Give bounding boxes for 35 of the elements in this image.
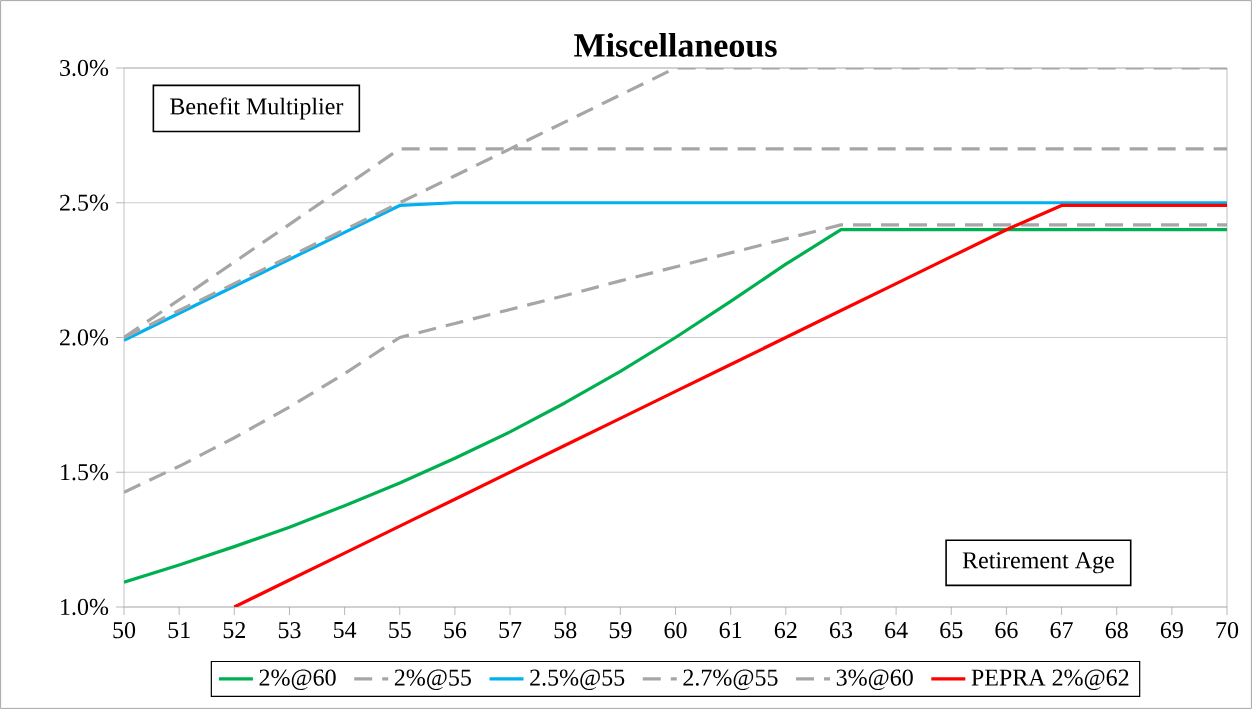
y-axis-title: Benefit Multiplier: [170, 97, 344, 120]
x-tick-label: 57: [499, 622, 522, 639]
x-tick-label: 56: [444, 622, 467, 639]
y-tick-label: 2.5%: [60, 194, 109, 211]
x-tick-label: 60: [664, 622, 687, 639]
y-tick-label: 3.0%: [60, 59, 109, 77]
legend-label: 2%@55: [394, 669, 471, 691]
x-tick-label: 55: [389, 622, 411, 639]
x-tick-label: 50: [113, 622, 136, 639]
legend-label: PEPRA 2%@62: [971, 669, 1129, 691]
x-tick-label: 68: [1105, 622, 1128, 639]
x-tick-label: 54: [334, 622, 357, 639]
y-tick-label: 1.5%: [61, 464, 109, 481]
x-tick-label: 65: [940, 622, 963, 639]
x-axis-title: Retirement Age: [962, 552, 1114, 574]
x-tick-label: 58: [554, 622, 577, 639]
legend-label: 2.5%@55: [530, 669, 625, 691]
x-tick-label: 63: [829, 622, 853, 639]
x-tick-label: 59: [609, 622, 632, 639]
x-tick-label: 70: [1216, 622, 1239, 639]
x-tick-label: 69: [1160, 622, 1183, 639]
x-tick-label: 64: [885, 622, 908, 639]
chart-title: Miscellaneous: [574, 32, 777, 57]
y-tick-label: 2.0%: [60, 329, 109, 346]
x-tick-label: 52: [223, 622, 245, 639]
legend-label: 2.7%@55: [683, 669, 778, 691]
x-tick-label: 67: [1050, 622, 1073, 639]
x-tick-label: 61: [719, 622, 742, 639]
x-tick-label: 66: [995, 622, 1018, 639]
x-tick-label: 53: [278, 622, 301, 639]
legend-label: 3%@60: [836, 669, 913, 691]
legend-label: 2%@60: [259, 669, 336, 691]
y-tick-label: 1.0%: [61, 598, 109, 616]
x-tick-label: 62: [774, 622, 797, 639]
x-tick-label: 51: [168, 622, 190, 639]
